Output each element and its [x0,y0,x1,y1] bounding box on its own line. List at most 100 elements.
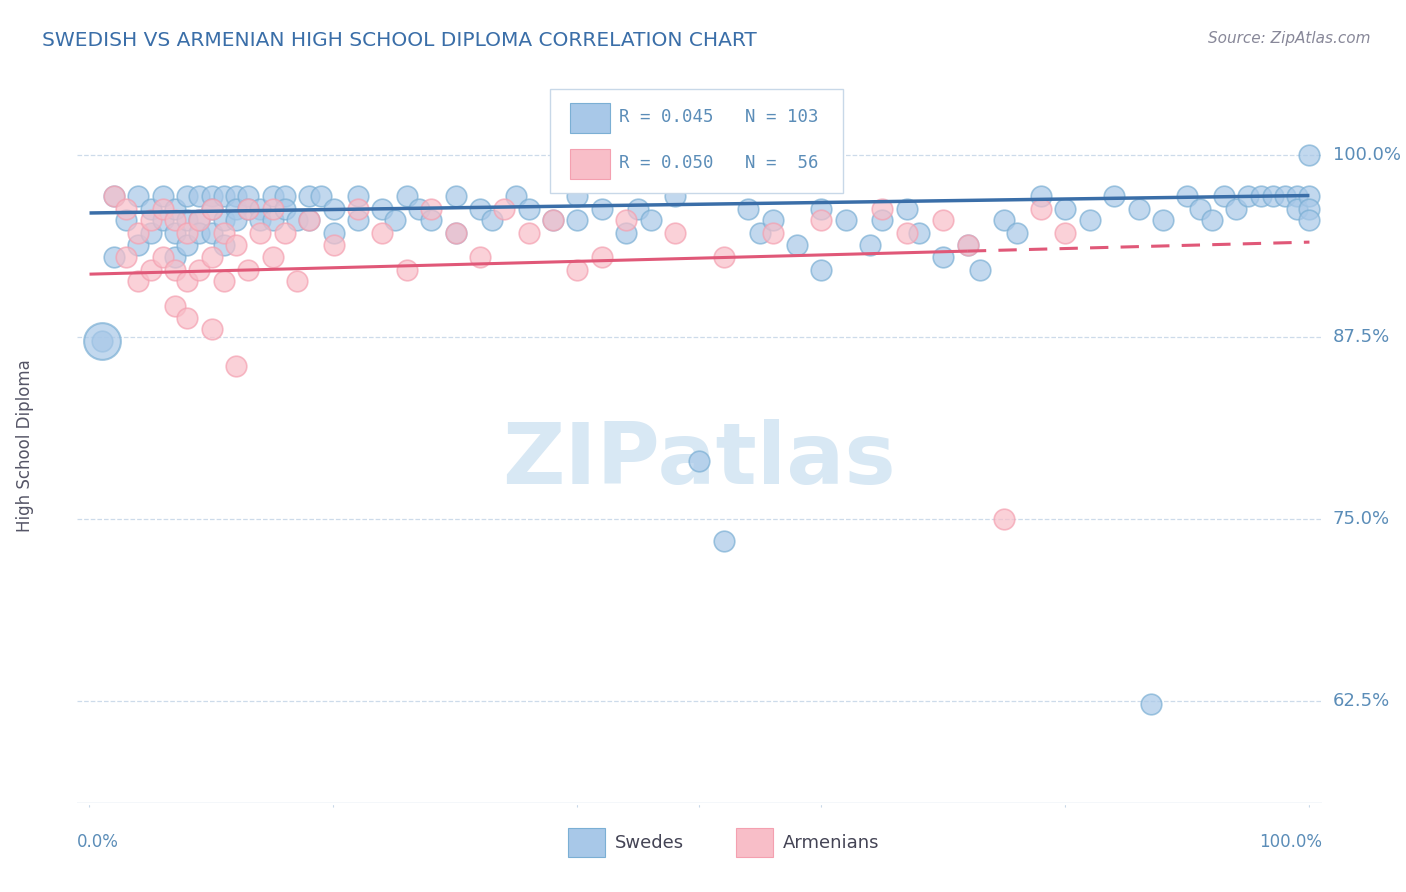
Point [139,202,162,216]
Text: R = 0.045   N = 103: R = 0.045 N = 103 [619,108,818,126]
Point [1286,202,1309,216]
Text: Swedes: Swedes [614,835,683,853]
Point [311,188,333,202]
Point [1201,213,1223,227]
Point [347,202,370,216]
Point [176,188,198,202]
Point [1128,202,1150,216]
Point [810,262,832,277]
Point [200,188,222,202]
Point [567,262,589,277]
Point [420,202,443,216]
Point [103,188,125,202]
Point [200,322,222,336]
Point [932,250,955,264]
Point [90,334,112,348]
Point [1005,227,1028,241]
Point [591,250,613,264]
Point [249,213,271,227]
Point [541,213,564,227]
Point [212,238,235,252]
Point [1054,227,1077,241]
Point [262,213,284,227]
Text: 100.0%: 100.0% [1258,833,1322,851]
Point [993,512,1015,526]
Point [347,213,370,227]
Point [322,202,344,216]
Point [713,533,735,548]
Point [810,213,832,227]
Point [163,250,186,264]
Point [1274,188,1296,202]
Point [152,202,174,216]
Point [1237,188,1260,202]
Point [1104,188,1126,202]
Point [249,227,271,241]
Point [737,202,759,216]
FancyBboxPatch shape [569,149,610,179]
Point [932,213,955,227]
Text: 87.5%: 87.5% [1333,327,1391,346]
Point [225,213,247,227]
Point [115,213,138,227]
Point [614,227,637,241]
Point [163,227,186,241]
FancyBboxPatch shape [568,829,605,857]
Point [200,227,222,241]
Point [1152,213,1174,227]
Text: SWEDISH VS ARMENIAN HIGH SCHOOL DIPLOMA CORRELATION CHART: SWEDISH VS ARMENIAN HIGH SCHOOL DIPLOMA … [42,31,756,50]
Point [298,213,321,227]
Point [103,250,125,264]
Point [993,213,1015,227]
Point [1140,697,1163,711]
Point [236,188,259,202]
Point [896,227,918,241]
Point [225,238,247,252]
Point [1225,202,1247,216]
Point [640,213,662,227]
Point [200,202,222,216]
Point [664,227,686,241]
Point [139,213,162,227]
Point [200,202,222,216]
Point [969,262,991,277]
Point [139,262,162,277]
Point [347,188,370,202]
Point [322,238,344,252]
Point [236,262,259,277]
Text: R = 0.050   N =  56: R = 0.050 N = 56 [619,153,818,171]
Point [395,262,418,277]
Point [225,188,247,202]
Point [1078,213,1101,227]
Point [810,202,832,216]
Point [90,334,112,348]
Point [103,188,125,202]
Point [298,188,321,202]
Point [163,262,186,277]
Point [1298,188,1320,202]
Point [152,250,174,264]
Point [371,202,394,216]
Point [1177,188,1199,202]
Point [1029,202,1052,216]
Point [1298,202,1320,216]
Point [689,453,711,467]
Point [1188,202,1211,216]
FancyBboxPatch shape [550,89,842,193]
Point [541,213,564,227]
Point [567,188,589,202]
Point [762,213,785,227]
Point [786,238,808,252]
FancyBboxPatch shape [569,103,610,133]
Point [176,213,198,227]
Point [212,275,235,289]
Text: 62.5%: 62.5% [1333,692,1391,710]
Point [468,202,491,216]
Point [262,202,284,216]
Point [956,238,979,252]
Point [1029,188,1052,202]
Point [1286,188,1309,202]
Point [627,202,650,216]
Point [188,262,211,277]
Point [212,213,235,227]
